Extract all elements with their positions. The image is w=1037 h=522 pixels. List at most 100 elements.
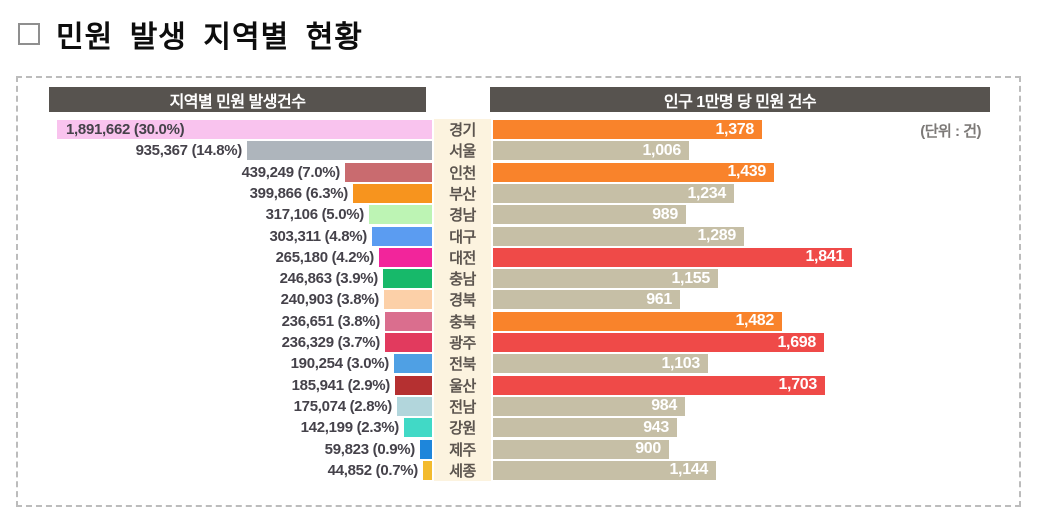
per-capita-zone: 1,144 xyxy=(493,460,1019,481)
per-capita-zone: 1,703 xyxy=(493,375,1019,396)
count-zone: 1,891,662 (30.0%) xyxy=(57,119,432,140)
region-label: 강원 xyxy=(434,417,491,439)
per-capita-value-label: 1,703 xyxy=(778,376,817,394)
region-label: 광주 xyxy=(434,331,491,354)
per-capita-value-label: 900 xyxy=(635,440,661,458)
count-zone: 246,863 (3.9%) xyxy=(57,268,432,289)
per-capita-zone: 900 xyxy=(493,438,1019,459)
count-zone: 59,823 (0.9%) xyxy=(57,438,432,459)
per-capita-value-label: 1,439 xyxy=(727,163,766,181)
count-bar xyxy=(383,269,432,289)
per-capita-bar: 1,482 xyxy=(493,311,782,331)
left-column-header: 지역별 민원 발생건수 xyxy=(49,87,426,112)
region-label: 경기 xyxy=(434,119,491,141)
chart-row: 317,106 (5.0%) 경남 989 xyxy=(18,204,1019,226)
per-capita-bar: 900 xyxy=(493,439,669,459)
per-capita-bar: 1,155 xyxy=(493,269,718,289)
count-bar xyxy=(385,333,432,353)
chart-panel: 지역별 민원 발생건수 인구 1만명 당 민원 건수 (단위 : 건) 1,89… xyxy=(16,76,1021,507)
count-value-label: 303,311 (4.8%) xyxy=(269,227,367,245)
right-column-header: 인구 1만명 당 민원 건수 xyxy=(490,87,990,112)
chart-row: 142,199 (2.3%) 강원 943 xyxy=(18,417,1019,439)
region-label: 울산 xyxy=(434,374,491,396)
count-value-label: 240,903 (3.8%) xyxy=(280,291,380,309)
count-value-label: 185,941 (2.9%) xyxy=(291,376,391,394)
per-capita-zone: 989 xyxy=(493,204,1019,225)
per-capita-value-label: 1,289 xyxy=(697,227,736,245)
region-label: 인천 xyxy=(434,161,491,183)
per-capita-zone: 1,006 xyxy=(493,140,1019,161)
count-zone: 399,866 (6.3%) xyxy=(57,183,432,204)
count-zone: 142,199 (2.3%) xyxy=(57,417,432,438)
per-capita-zone: 961 xyxy=(493,289,1019,310)
per-capita-value-label: 1,006 xyxy=(642,141,681,159)
region-label: 부산 xyxy=(434,182,491,205)
count-bar xyxy=(372,226,432,246)
per-capita-value-label: 961 xyxy=(646,290,672,308)
per-capita-value-label: 1,155 xyxy=(671,269,710,287)
per-capita-bar: 1,841 xyxy=(493,247,852,267)
count-zone: 236,329 (3.7%) xyxy=(57,332,432,353)
per-capita-zone: 984 xyxy=(493,396,1019,417)
region-label: 세종 xyxy=(434,459,491,481)
count-value-label: 246,863 (3.9%) xyxy=(279,270,379,288)
count-bar xyxy=(395,375,432,395)
per-capita-bar: 1,289 xyxy=(493,226,744,246)
per-capita-bar: 1,439 xyxy=(493,162,774,182)
chart-row: 303,311 (4.8%) 대구 1,289 xyxy=(18,225,1019,247)
count-value-label: 1,891,662 (30.0%) xyxy=(66,121,185,139)
count-zone: 44,852 (0.7%) xyxy=(57,460,432,481)
per-capita-value-label: 1,841 xyxy=(805,248,844,266)
per-capita-value-label: 1,144 xyxy=(669,461,708,479)
chart-row: 44,852 (0.7%) 세종 1,144 xyxy=(18,459,1019,481)
count-value-label: 44,852 (0.7%) xyxy=(327,461,419,479)
chart-row: 935,367 (14.8%) 서울 1,006 xyxy=(18,140,1019,162)
count-bar xyxy=(57,120,432,140)
count-bar xyxy=(353,184,432,204)
chart-row: 236,651 (3.8%) 충북 1,482 xyxy=(18,310,1019,332)
count-bar xyxy=(404,418,432,438)
per-capita-value-label: 1,482 xyxy=(735,312,774,330)
count-zone: 185,941 (2.9%) xyxy=(57,375,432,396)
chart-row: 240,903 (3.8%) 경북 961 xyxy=(18,289,1019,311)
page-title: 민원 발생 지역별 현황 xyxy=(18,12,363,56)
per-capita-value-label: 1,698 xyxy=(777,333,816,351)
count-zone: 439,249 (7.0%) xyxy=(57,162,432,183)
per-capita-zone: 1,698 xyxy=(493,332,1019,353)
count-bar xyxy=(385,311,432,331)
per-capita-bar: 1,006 xyxy=(493,141,689,161)
chart-row: 190,254 (3.0%) 전북 1,103 xyxy=(18,353,1019,375)
count-value-label: 236,329 (3.7%) xyxy=(281,334,381,352)
count-bar xyxy=(420,439,432,459)
chart-row: 236,329 (3.7%) 광주 1,698 xyxy=(18,331,1019,354)
per-capita-zone: 1,289 xyxy=(493,225,1019,246)
per-capita-zone: 943 xyxy=(493,417,1019,438)
count-value-label: 317,106 (5.0%) xyxy=(265,206,365,224)
count-value-label: 236,651 (3.8%) xyxy=(281,312,381,330)
per-capita-bar: 1,703 xyxy=(493,375,825,395)
count-value-label: 142,199 (2.3%) xyxy=(300,419,400,437)
count-value-label: 439,249 (7.0%) xyxy=(241,163,341,181)
per-capita-zone: 1,155 xyxy=(493,268,1019,289)
count-zone: 175,074 (2.8%) xyxy=(57,396,432,417)
count-zone: 240,903 (3.8%) xyxy=(57,289,432,310)
count-bar xyxy=(423,460,432,480)
per-capita-bar: 1,103 xyxy=(493,354,708,374)
per-capita-bar: 989 xyxy=(493,205,686,225)
region-label: 제주 xyxy=(434,438,491,460)
count-value-label: 190,254 (3.0%) xyxy=(290,355,390,373)
unit-note: (단위 : 건) xyxy=(920,123,981,140)
chart-row: 265,180 (4.2%) 대전 1,841 xyxy=(18,246,1019,269)
per-capita-bar: 1,234 xyxy=(493,184,734,204)
chart-row: 246,863 (3.9%) 충남 1,155 xyxy=(18,268,1019,290)
chart-rows: 1,891,662 (30.0%) 경기 1,378 935,367 (14.8… xyxy=(18,119,1019,481)
count-bar xyxy=(379,247,432,267)
per-capita-value-label: 984 xyxy=(651,397,677,415)
chart-row: 185,941 (2.9%) 울산 1,703 xyxy=(18,374,1019,396)
region-label: 서울 xyxy=(434,140,491,162)
page-title-text: 민원 발생 지역별 현황 xyxy=(56,21,363,54)
count-bar xyxy=(384,290,432,310)
count-zone: 265,180 (4.2%) xyxy=(57,247,432,268)
per-capita-zone: 1,439 xyxy=(493,162,1019,183)
count-bar xyxy=(345,162,432,182)
